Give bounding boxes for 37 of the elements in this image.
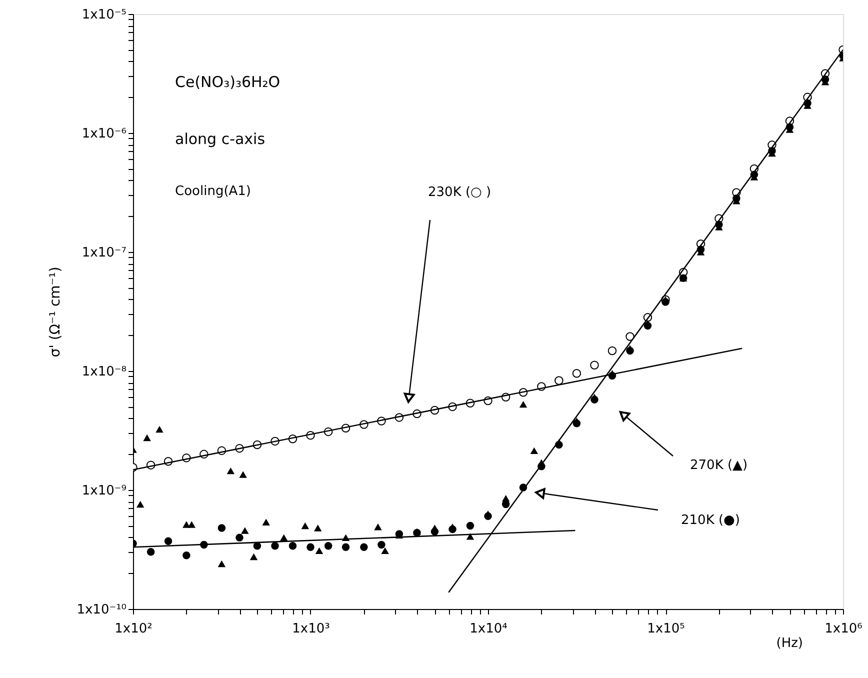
point xyxy=(324,542,332,550)
y-tick-label: 1x10⁻⁶ xyxy=(82,126,126,142)
point xyxy=(253,542,262,550)
y-tick-label: 1x10⁻⁷ xyxy=(82,246,126,260)
annotation: along c-axis xyxy=(175,130,266,148)
x-tick-label: 1x10² xyxy=(114,622,152,636)
point xyxy=(378,540,386,549)
annotation: Ce(NO₃)₃6H₂O xyxy=(175,73,280,91)
point xyxy=(164,537,172,545)
point xyxy=(590,360,599,370)
annotation: 230K (○ ) xyxy=(428,185,492,200)
y-tick-label: 1x10⁻⁹ xyxy=(82,484,126,498)
point xyxy=(360,543,368,552)
y-tick-label: 1x10⁻¹⁰ xyxy=(76,602,126,618)
point xyxy=(342,543,350,552)
y-tick-label: 1x10⁻⁵ xyxy=(82,8,126,22)
x-tick-label: 1x10⁵ xyxy=(647,622,685,636)
point xyxy=(466,522,474,530)
point xyxy=(182,552,190,560)
y-tick-label: 1x10⁻⁸ xyxy=(82,364,126,380)
point xyxy=(288,542,297,550)
point xyxy=(608,346,617,356)
point xyxy=(146,548,155,556)
point xyxy=(572,369,582,378)
annotation: 210K (●) xyxy=(681,513,740,528)
point xyxy=(271,542,279,550)
x-tick-label: 1x10⁴ xyxy=(470,622,508,636)
point xyxy=(218,524,226,532)
x-axis-title: (Hz) xyxy=(776,636,803,651)
annotation: 270K (▲) xyxy=(690,458,748,473)
point xyxy=(236,534,244,542)
x-tick-label: 1x10⁶ xyxy=(824,622,862,636)
point xyxy=(554,376,564,385)
x-tick-label: 1x10³ xyxy=(292,622,330,636)
annotation: Cooling(A1) xyxy=(175,184,252,199)
point xyxy=(306,543,314,552)
y-axis-title: σ' (Ω⁻¹ cm⁻¹) xyxy=(48,266,64,358)
